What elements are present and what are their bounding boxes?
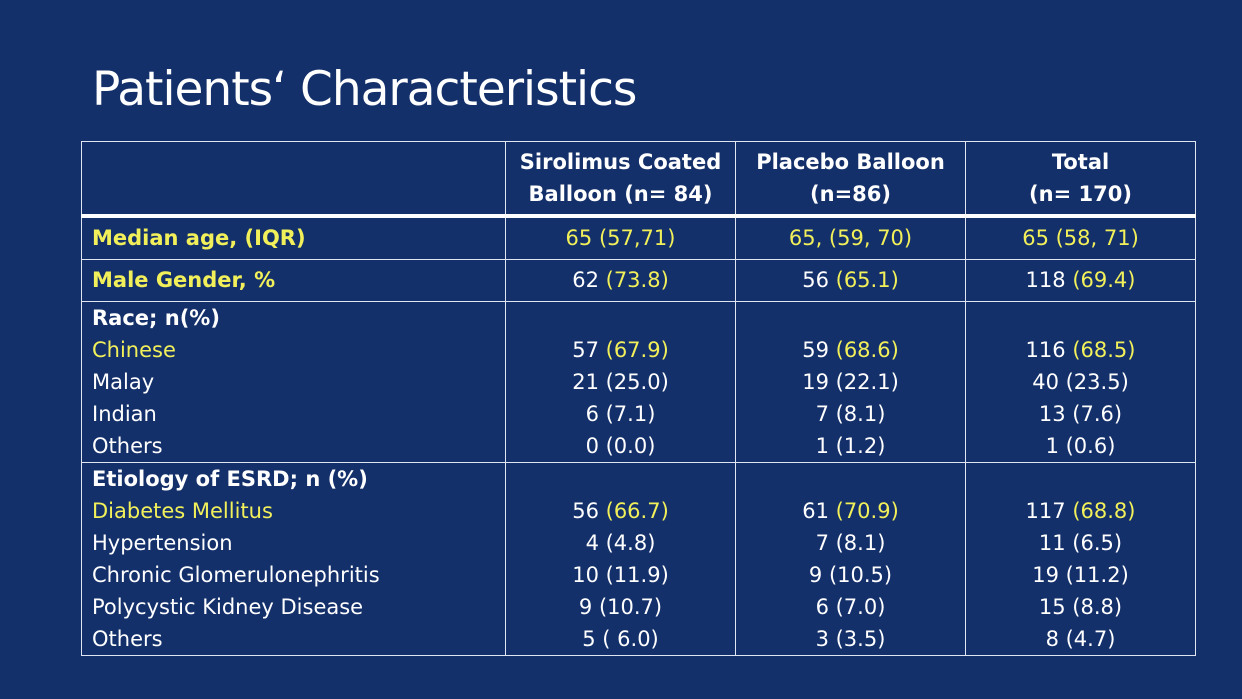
- etiology-label-diabetes: Diabetes Mellitus: [92, 498, 273, 523]
- race-heading: Race; n(%): [92, 305, 220, 330]
- header-total: Total (n= 170): [965, 141, 1196, 218]
- race-sirolimus: 57 (67.9) 21 (25.0) 6 (7.1) 0 (0.0): [505, 300, 736, 463]
- header-sirolimus: Sirolimus Coated Balloon (n= 84): [505, 141, 736, 218]
- header-empty-cell: [81, 141, 506, 218]
- race-label-malay: Malay: [92, 369, 155, 394]
- male-gender-placebo: 56 (65.1): [735, 258, 966, 302]
- etiology-row: Etiology of ESRD; n (%) Diabetes Mellitu…: [81, 461, 1196, 656]
- etiology-total: 117 (68.8) 11 (6.5) 19 (11.2) 15 (8.8) 8…: [965, 461, 1196, 656]
- median-age-sirolimus: 65 (57,71): [505, 215, 736, 260]
- median-age-placebo: 65, (59, 70): [735, 215, 966, 260]
- race-label-chinese: Chinese: [92, 337, 176, 362]
- male-gender-row: Male Gender, % 62 (73.8) 56 (65.1) 118 (…: [81, 258, 1196, 302]
- slide-title: Patients‘ Characteristics: [92, 62, 637, 117]
- median-age-row: Median age, (IQR) 65 (57,71) 65, (59, 70…: [81, 215, 1196, 260]
- etiology-placebo: 61 (70.9) 7 (8.1) 9 (10.5) 6 (7.0) 3 (3.…: [735, 461, 966, 656]
- etiology-heading: Etiology of ESRD; n (%): [92, 466, 368, 491]
- median-age-label: Median age, (IQR): [81, 215, 506, 260]
- characteristics-table: Sirolimus Coated Balloon (n= 84) Placebo…: [81, 141, 1196, 656]
- race-total: 116 (68.5) 40 (23.5) 13 (7.6) 1 (0.6): [965, 300, 1196, 463]
- etiology-labels: Etiology of ESRD; n (%) Diabetes Mellitu…: [81, 461, 506, 656]
- header-row: Sirolimus Coated Balloon (n= 84) Placebo…: [81, 141, 1196, 218]
- header-placebo: Placebo Balloon (n=86): [735, 141, 966, 218]
- median-age-total: 65 (58, 71): [965, 215, 1196, 260]
- etiology-sirolimus: 56 (66.7) 4 (4.8) 10 (11.9) 9 (10.7) 5 (…: [505, 461, 736, 656]
- race-label-others: Others: [92, 433, 163, 458]
- male-gender-sirolimus: 62 (73.8): [505, 258, 736, 302]
- male-gender-total: 118 (69.4): [965, 258, 1196, 302]
- race-placebo: 59 (68.6) 19 (22.1) 7 (8.1) 1 (1.2): [735, 300, 966, 463]
- race-label-indian: Indian: [92, 401, 157, 426]
- race-labels: Race; n(%) Chinese Malay Indian Others: [81, 300, 506, 463]
- etiology-label-glomerulonephritis: Chronic Glomerulonephritis: [92, 562, 380, 587]
- etiology-label-others: Others: [92, 626, 163, 651]
- male-gender-label: Male Gender, %: [81, 258, 506, 302]
- race-row: Race; n(%) Chinese Malay Indian Others 5…: [81, 300, 1196, 463]
- etiology-label-hypertension: Hypertension: [92, 530, 233, 555]
- etiology-label-polycystic: Polycystic Kidney Disease: [92, 594, 364, 619]
